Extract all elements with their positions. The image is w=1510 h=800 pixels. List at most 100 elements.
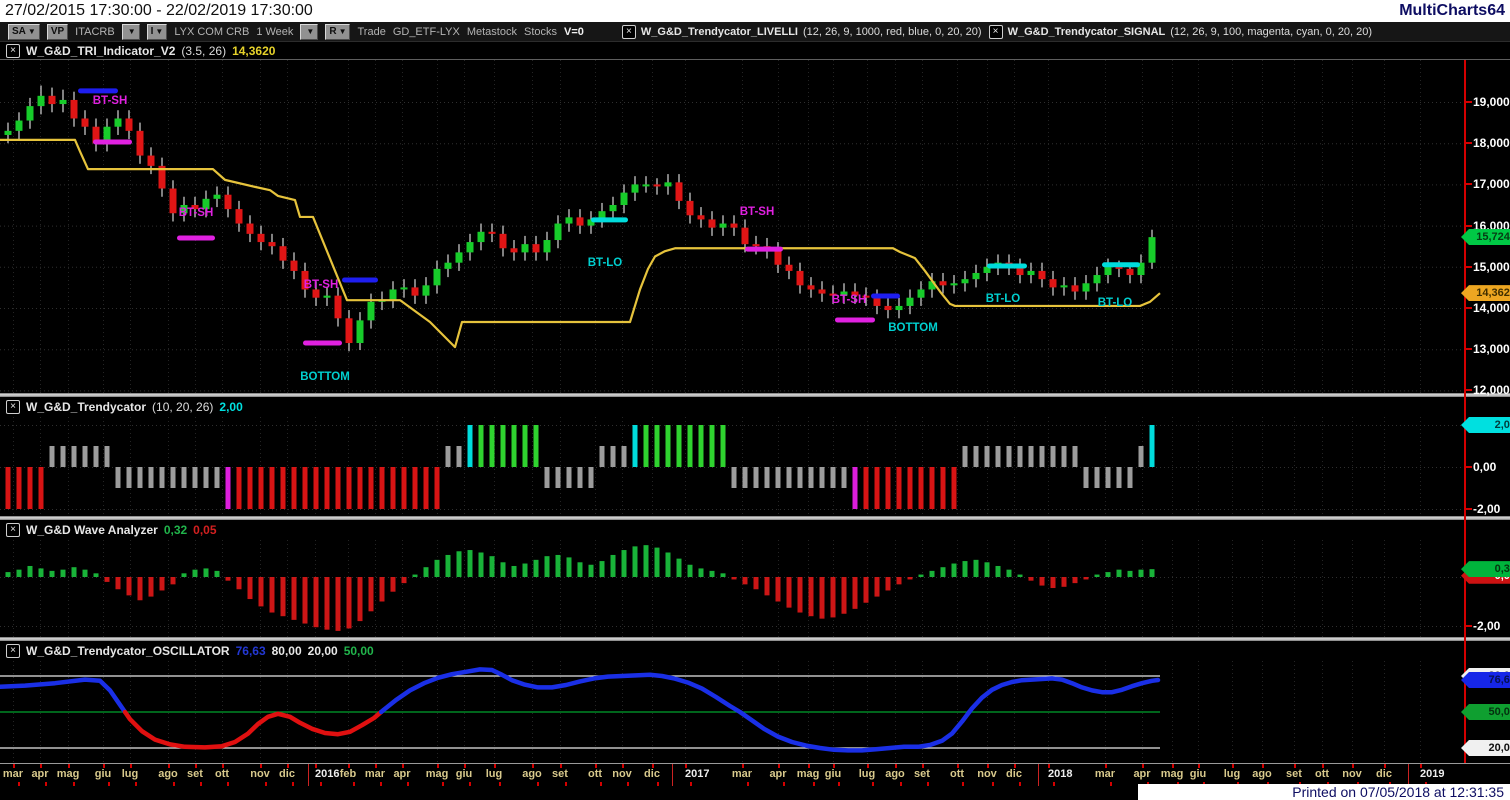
vp-button[interactable]: VP [46,23,69,40]
indicator-value-red: 0,05 [193,523,217,537]
month-label: mag [56,768,80,780]
style-sa-button[interactable]: SA ▼ [8,23,40,40]
month-label: set [187,768,203,780]
time-tick-mark [962,782,964,786]
dropdown-arrow-icon: ▼ [127,26,136,36]
month-label: ago [158,768,178,780]
axis-tick-mark [1464,265,1472,268]
time-tick-mark [957,764,959,768]
time-tick-mark [402,764,404,768]
month-label: apr [31,768,49,780]
oscillator-value-tag: 50,00 [1461,704,1510,720]
time-tick-mark [73,782,75,786]
time-tick-mark [1352,764,1354,768]
r-dropdown-button[interactable]: R ▼ [325,23,351,40]
time-tick-mark [900,782,902,786]
trendycator-chart-canvas [0,417,1464,516]
year-separator-line [1038,764,1039,786]
indicator-value-green: 0,32 [163,523,188,537]
volume-label: V=0 [564,25,584,38]
time-tick-mark [348,764,350,768]
month-label: giu [824,768,842,780]
indicator-params: (10, 20, 26) [152,400,214,414]
axis-tick-mark [1464,389,1472,392]
axis-tick-mark [1464,466,1472,468]
panel-separator[interactable] [0,637,1510,641]
month-label: ago [885,768,905,780]
time-tick-mark [833,764,835,768]
axis-tick-mark [1464,508,1472,510]
toolbar: SA ▼ VP ITACRB ▼ I ▼ LYX COM CRB 1 Week ▼ … [0,22,1510,42]
time-tick-mark [40,764,42,768]
month-label: lug [1223,768,1241,780]
category-label: Stocks [523,25,557,38]
indicator-close-icon[interactable]: × [6,400,20,414]
time-tick-mark [320,782,322,786]
oscillator-chart-canvas [0,661,1421,763]
indicator-close-icon[interactable]: × [6,644,20,658]
svg-text:BOTTOM: BOTTOM [888,322,938,334]
indicator-value: 14,3620 [232,43,276,58]
month-label: ott [214,768,230,780]
indicator-close-icon[interactable]: × [621,24,636,39]
time-tick-mark [130,764,132,768]
trade-label: Trade [357,25,386,38]
printed-timestamp: Printed on 07/05/2018 at 12:31:35 [1292,784,1504,800]
time-axis: mar apr mag giu lug ago set ott nov dic 2016 feb mar… [0,763,1510,786]
time-tick-mark [867,764,869,768]
time-tick-mark [1014,764,1016,768]
grid-lines [13,661,1421,763]
svg-text:BT-SH: BT-SH [832,294,867,306]
time-tick-mark [537,782,539,786]
timeframe-dropdown-button[interactable]: ▼ [300,23,319,40]
time-tick-mark [783,782,785,786]
month-label: apr [1133,768,1151,780]
price-chart-canvas: BT-SH BT-SH BT-SH BOTTOM BT-LO BT-SH BT-SH BOTT… [0,60,1464,393]
time-tick-mark [685,764,687,768]
indicator-close-icon[interactable]: × [6,523,20,537]
month-label: ott [587,768,603,780]
time-tick-mark [838,782,840,786]
month-label: lug [485,768,503,780]
price-axis-line [1464,60,1466,763]
panel-separator[interactable] [0,516,1510,520]
indicator-close-icon[interactable]: × [988,24,1003,39]
time-tick-mark [135,782,137,786]
axis-tick-mark [1464,625,1472,627]
exchange-label: LYX COM CRB [174,25,250,38]
year-separator-line [1408,764,1409,786]
month-label: set [914,768,930,780]
time-tick-mark [927,782,929,786]
time-tick-mark [353,782,355,786]
time-tick-mark [315,764,317,768]
month-label: ago [522,768,542,780]
time-tick-mark [469,782,471,786]
time-tick-mark [200,782,202,786]
time-tick-mark [1053,782,1055,786]
indicator-name: W_G&D_Trendycator [26,400,147,414]
time-tick-mark [595,764,597,768]
month-label: lug [858,768,876,780]
month-label: mar [2,768,24,780]
time-tick-mark [987,764,989,768]
indicator-livelli: × W_G&D_Trendycator_LIVELLI (12, 26, 9, … [621,24,982,39]
year-separator-line [672,764,673,786]
svg-text:BT-SH: BT-SH [740,206,775,218]
symbol-dropdown-button[interactable]: ▼ [121,23,140,40]
trendycator-bars [5,425,1155,509]
trendycator-value-tag: 2,00 [1461,417,1510,433]
month-label: mag [796,768,820,780]
i-dropdown-button[interactable]: I ▼ [146,23,168,40]
oscillator-line [0,667,1161,753]
time-tick-mark [380,782,382,786]
month-label: lug [121,768,139,780]
axis-tick-mark [1464,307,1472,309]
indicator-close-icon[interactable]: × [6,43,20,58]
indicator-value-1: 76,63 [235,644,266,658]
time-tick-mark [464,764,466,768]
panel-separator[interactable] [0,393,1510,397]
